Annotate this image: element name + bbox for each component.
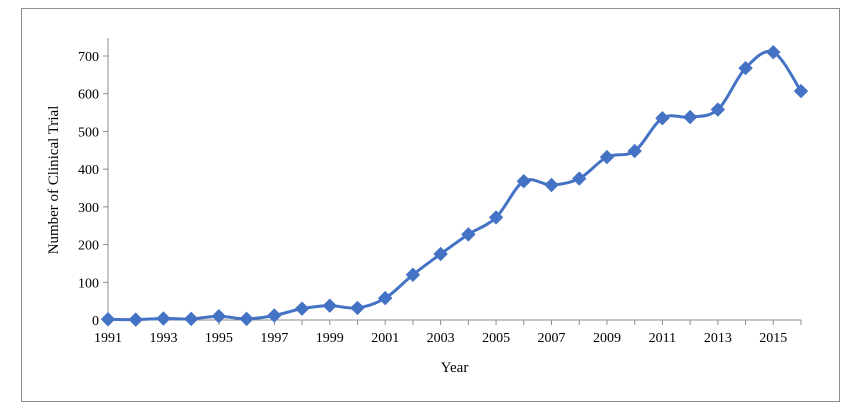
x-tick-label: 1999 [316, 331, 344, 346]
data-point-marker [377, 290, 393, 306]
x-tick-label: 2013 [704, 331, 732, 346]
series-line [107, 49, 803, 322]
y-tick-label: 200 [78, 239, 99, 254]
x-tick-label: 2015 [759, 331, 787, 346]
y-tick-label: 500 [78, 125, 99, 140]
data-point-marker [100, 312, 116, 327]
data-point-marker [516, 174, 532, 189]
x-tick-label: 2007 [538, 331, 566, 346]
data-point-marker [294, 301, 310, 316]
data-point-marker [350, 300, 365, 316]
data-point-marker [655, 111, 670, 126]
x-tick-label: 2001 [371, 331, 399, 346]
y-axis-title: Number of Clinical Trial [46, 106, 62, 255]
data-point-marker [488, 210, 504, 225]
chart-frame [21, 8, 840, 402]
x-tick-label: 1993 [149, 331, 177, 346]
data-point-marker [405, 267, 421, 282]
x-axis: 1991 1993 1995 1997 1999 2001 2003 2005 2007 2009… [94, 319, 802, 346]
data-point-marker [322, 298, 337, 313]
x-tick-label: 1991 [94, 331, 122, 346]
data-point-marker [267, 308, 282, 323]
data-point-marker [793, 83, 809, 99]
data-point-marker [128, 312, 143, 327]
x-tick-label: 1995 [205, 331, 233, 346]
x-tick-label: 2003 [427, 331, 455, 346]
data-point-marker [183, 311, 199, 327]
series-markers [100, 45, 809, 327]
x-tick-label: 2005 [482, 331, 510, 346]
data-point-marker [627, 143, 642, 159]
x-tick-label: 2009 [593, 331, 621, 346]
x-axis-title: Year [441, 360, 469, 376]
data-point-marker [461, 227, 476, 242]
y-tick-label: 700 [78, 50, 99, 65]
data-point-marker [433, 246, 448, 262]
x-tick-label: 2011 [649, 331, 676, 346]
y-axis: 0 100 200 300 400 500 600 700 [78, 38, 109, 329]
y-tick-label: 100 [78, 276, 99, 291]
data-point-marker [211, 309, 227, 324]
data-point-marker [682, 109, 698, 125]
y-tick-label: 300 [78, 201, 99, 216]
data-point-marker [599, 149, 615, 165]
data-point-marker [572, 171, 587, 186]
y-tick-label: 600 [78, 88, 99, 103]
data-point-marker [544, 177, 559, 193]
y-tick-label: 400 [78, 163, 99, 178]
y-tick-label: 0 [92, 314, 99, 329]
data-point-marker [738, 60, 753, 76]
data-point-marker [710, 102, 726, 117]
data-point-marker [156, 311, 171, 326]
data-point-marker [766, 45, 781, 60]
x-tick-label: 1997 [260, 331, 288, 346]
data-point-marker [239, 311, 254, 327]
